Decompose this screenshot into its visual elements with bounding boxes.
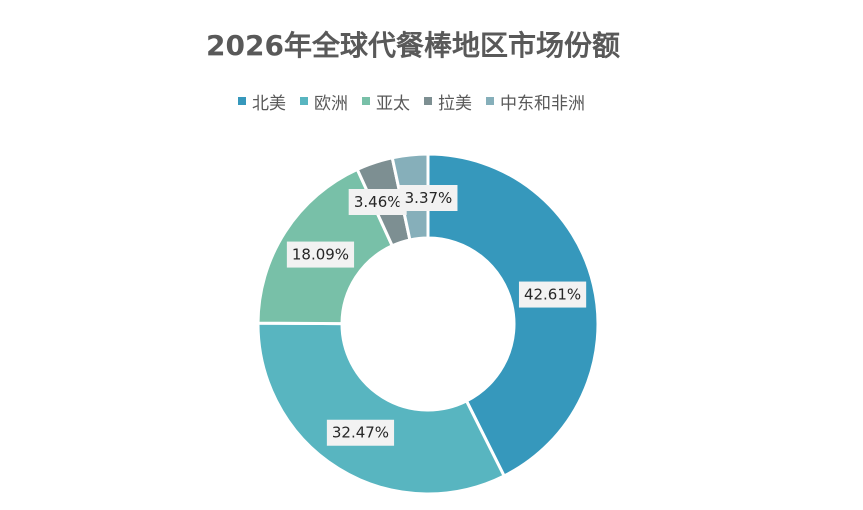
legend-item: 北美: [238, 89, 286, 114]
legend-swatch: [300, 97, 308, 105]
legend-label: 亚太: [376, 93, 410, 114]
data-label-text: 42.61%: [524, 286, 581, 304]
legend-swatch: [362, 97, 370, 105]
data-label: 18.09%: [286, 241, 355, 268]
chart-legend: 北美 欧洲 亚太 拉美 中东和非洲: [238, 89, 585, 114]
data-label: 3.46%: [348, 189, 407, 215]
legend-item: 中东和非洲: [486, 89, 585, 114]
data-label-text: 32.47%: [332, 424, 389, 442]
data-label: 32.47%: [326, 419, 395, 446]
donut-slice: [426, 152, 600, 479]
data-label-text: 3.37%: [405, 189, 453, 207]
legend-item: 欧洲: [300, 89, 348, 114]
donut-slice: [256, 321, 507, 496]
legend-label: 中东和非洲: [500, 93, 585, 114]
legend-swatch: [424, 97, 432, 105]
chart-title: 2026年全球代餐棒地区市场份额: [206, 29, 620, 62]
data-label-background: [326, 419, 395, 446]
legend-swatch: [238, 97, 246, 105]
data-label-background: [399, 185, 458, 211]
data-label-text: 18.09%: [292, 246, 349, 264]
data-label: 42.61%: [518, 281, 587, 308]
legend-item: 拉美: [424, 89, 472, 114]
data-label: 3.37%: [399, 185, 458, 211]
legend-label: 拉美: [438, 93, 472, 114]
legend-label: 欧洲: [314, 93, 348, 114]
legend-label: 北美: [252, 93, 286, 114]
data-label-background: [518, 281, 587, 308]
data-label-background: [286, 241, 355, 268]
legend-swatch: [486, 97, 494, 105]
data-label-text: 3.46%: [354, 193, 402, 211]
legend-item: 亚太: [362, 89, 410, 114]
data-label-background: [348, 189, 407, 215]
